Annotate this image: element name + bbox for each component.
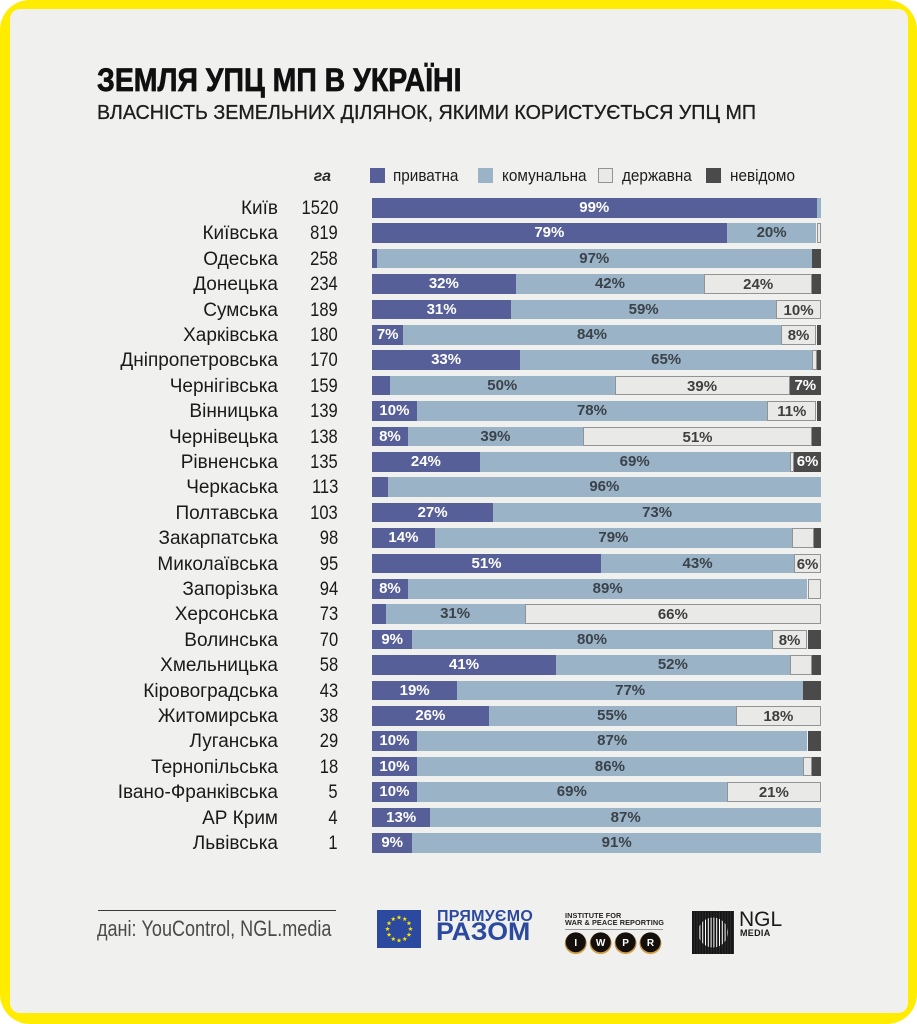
svg-text:R: R — [647, 938, 655, 949]
svg-text:I: I — [574, 938, 577, 949]
svg-text:W: W — [596, 938, 606, 949]
svg-text:P: P — [622, 938, 629, 949]
